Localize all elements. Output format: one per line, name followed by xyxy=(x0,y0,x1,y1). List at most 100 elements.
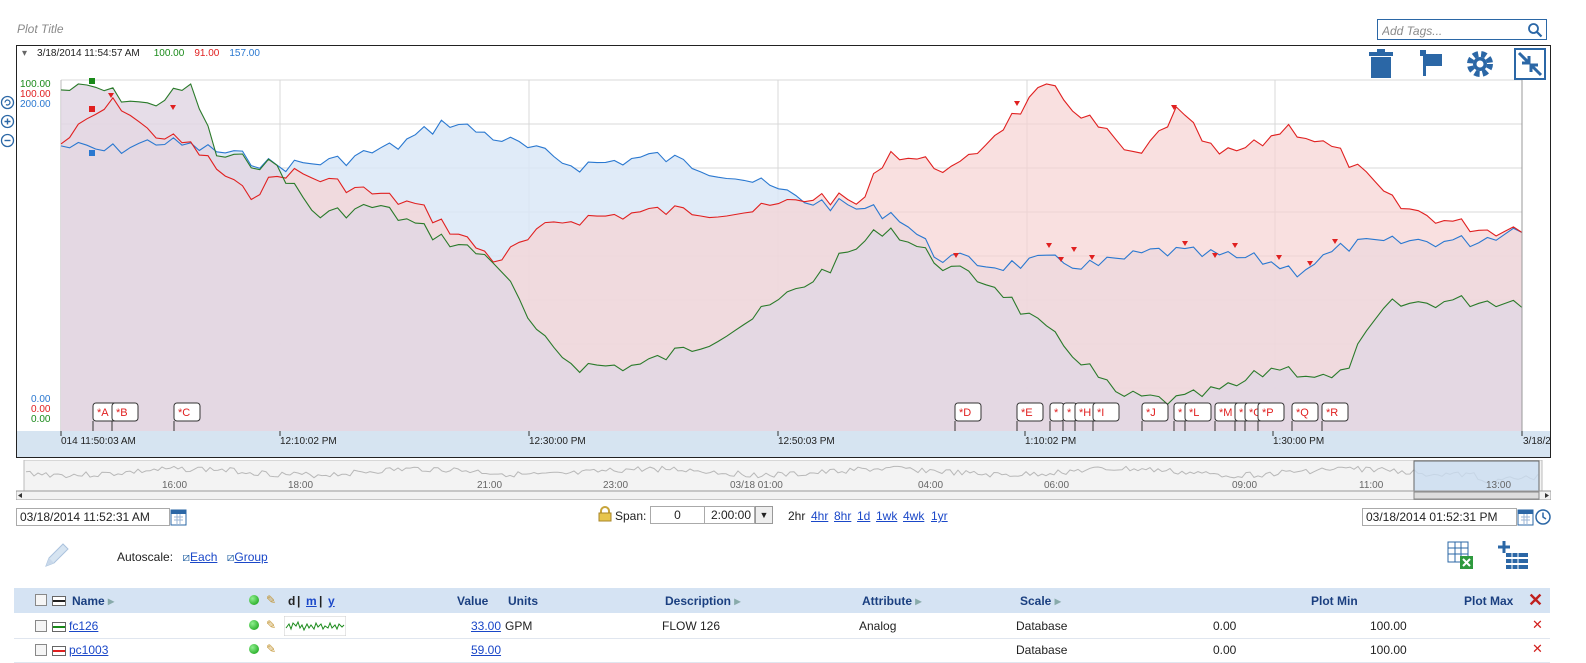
col-name[interactable]: Name ▸ xyxy=(72,594,115,608)
edit-column-icon: ✎ xyxy=(266,593,277,607)
tag-units: GPM xyxy=(505,619,533,633)
col-m[interactable]: m xyxy=(306,594,317,608)
tag-plot-min[interactable]: 0.00 xyxy=(1213,643,1237,657)
autoscale-each-link[interactable]: Each xyxy=(190,550,218,564)
pencil-icon[interactable] xyxy=(40,540,72,572)
span-dropdown-button[interactable]: ▼ xyxy=(755,506,773,524)
annotation-flag[interactable]: *E xyxy=(1016,402,1044,432)
annotation-flag[interactable]: *I xyxy=(1092,402,1120,432)
y-max-label: 200.00 xyxy=(20,99,51,110)
plot-title[interactable]: Plot Title xyxy=(17,22,64,36)
autoscale-each-icon[interactable]: ⧄ xyxy=(182,550,191,564)
svg-text:*: * xyxy=(1239,407,1244,419)
navigator-scrollbar[interactable] xyxy=(15,490,1552,501)
col-units[interactable]: Units xyxy=(508,594,538,608)
navigator-plot[interactable]: 16:00 18:00 21:00 23:00 03/18 01:00 04:00 06:0… xyxy=(15,459,1552,501)
preset-1wk[interactable]: 1wk xyxy=(876,509,898,523)
calendar-icon[interactable] xyxy=(170,508,187,526)
scroll-right-icon[interactable] xyxy=(1545,493,1549,498)
reset-zoom-icon[interactable] xyxy=(0,95,15,110)
annotation-flag[interactable]: *B xyxy=(111,402,139,432)
edit-tag-icon[interactable]: ✎ xyxy=(266,642,277,656)
annotation-flag[interactable]: *P xyxy=(1257,402,1285,432)
preset-8hr[interactable]: 8hr xyxy=(834,509,852,523)
add-tags-input[interactable] xyxy=(1380,21,1524,40)
row-checkbox[interactable] xyxy=(35,644,47,656)
tag-name-link[interactable]: pc1003 xyxy=(69,643,109,657)
annotation-flag[interactable]: *L xyxy=(1184,402,1212,432)
lock-icon[interactable] xyxy=(598,506,612,522)
tag-scale[interactable]: Database xyxy=(1016,643,1068,657)
annotation-flag[interactable]: *Q xyxy=(1291,402,1319,432)
select-all-checkbox[interactable] xyxy=(35,594,47,606)
scroll-left-icon[interactable] xyxy=(18,493,22,498)
add-row-icon[interactable] xyxy=(1498,539,1530,571)
scroll-thumb[interactable] xyxy=(1413,491,1540,500)
autoscale-group-icon[interactable]: ⧄ xyxy=(226,550,235,564)
col-d[interactable]: d xyxy=(288,594,296,608)
event-markers xyxy=(89,78,1338,266)
remove-tag-icon[interactable]: ✕ xyxy=(1532,641,1543,656)
span-days-field[interactable]: 0 xyxy=(650,506,705,524)
time-navigator[interactable]: 16:00 18:00 21:00 23:00 03/18 01:00 04:00 06:0… xyxy=(15,459,1552,501)
add-tags-field[interactable] xyxy=(1377,19,1547,40)
remove-tag-icon[interactable]: ✕ xyxy=(1532,617,1543,632)
annotation-flag[interactable]: *C xyxy=(173,402,201,432)
annotation-flag[interactable]: * xyxy=(1049,402,1065,432)
annotation-flag[interactable]: *R xyxy=(1321,402,1349,432)
status-ok-icon xyxy=(249,620,259,630)
color-column-icon xyxy=(52,596,66,606)
zoom-in-icon[interactable] xyxy=(0,114,15,129)
collapse-icon[interactable] xyxy=(1514,48,1546,80)
annotation-flag[interactable]: *J xyxy=(1141,402,1169,432)
remove-all-icon[interactable]: ✕ xyxy=(1528,590,1544,610)
search-icon[interactable] xyxy=(1527,22,1543,38)
tag-scale[interactable]: Database xyxy=(1016,619,1068,633)
annotation-flag[interactable]: *D xyxy=(954,402,982,432)
series-color-swatch[interactable] xyxy=(52,622,66,632)
export-excel-icon[interactable] xyxy=(1445,539,1477,571)
sparkline xyxy=(284,616,346,636)
annotation-flag[interactable]: * xyxy=(1062,402,1078,432)
preset-1yr[interactable]: 1yr xyxy=(931,509,948,523)
flag-icon[interactable] xyxy=(1418,48,1450,80)
span-time-field[interactable]: 2:00:00 xyxy=(705,506,755,524)
start-date-field[interactable]: 03/18/2014 11:52:31 AM xyxy=(16,508,170,526)
tag-plot-max[interactable]: 100.00 xyxy=(1370,619,1407,633)
calendar-icon[interactable] xyxy=(1517,508,1534,526)
table-row[interactable]: fc126 ✎ 33.00 GPM FLOW 126 Analog Databa… xyxy=(14,614,1550,639)
col-value[interactable]: Value xyxy=(457,594,489,608)
trend-plot-area[interactable]: *A *B *C *D *E * * *H *I *J * *L *M * *O *P *Q *R 014 11:… xyxy=(17,46,1550,457)
autoscale-group-link[interactable]: Group xyxy=(234,550,268,564)
tag-plot-min[interactable]: 0.00 xyxy=(1213,619,1237,633)
gear-icon[interactable] xyxy=(1464,48,1496,80)
preset-4hr[interactable]: 4hr xyxy=(811,509,829,523)
svg-text:21:00: 21:00 xyxy=(477,480,502,491)
col-attribute[interactable]: Attribute ▸ xyxy=(862,594,922,608)
col-y[interactable]: y xyxy=(328,594,335,608)
tag-value[interactable]: 59.00 xyxy=(471,643,502,657)
col-plot-max[interactable]: Plot Max xyxy=(1464,594,1514,608)
edit-tag-icon[interactable]: ✎ xyxy=(266,618,277,632)
trend-chart[interactable]: *A *B *C *D *E * * *H *I *J * *L *M * *O *P *Q *R 014 11:… xyxy=(16,45,1551,458)
col-description[interactable]: Description ▸ xyxy=(665,594,741,608)
annotations[interactable]: *A *B *C *D *E * * *H *I *J * *L *M * *O *P *Q *R xyxy=(92,402,1349,432)
series-color-swatch[interactable] xyxy=(52,646,66,656)
table-row[interactable]: pc1003 ✎ 59.00 Database 0.00 100.00 ✕ xyxy=(14,638,1550,663)
preset-1d[interactable]: 1d xyxy=(857,509,871,523)
svg-text:16:00: 16:00 xyxy=(162,480,187,491)
navigator-selection[interactable] xyxy=(1413,460,1540,492)
trash-icon[interactable] xyxy=(1365,48,1397,80)
end-date-field[interactable]: 03/18/2014 01:52:31 PM xyxy=(1362,508,1517,526)
col-plot-min[interactable]: Plot Min xyxy=(1311,594,1358,608)
tag-value[interactable]: 33.00 xyxy=(471,619,502,633)
tag-name-link[interactable]: fc126 xyxy=(69,619,99,633)
svg-text:1:30:00 PM: 1:30:00 PM xyxy=(1273,436,1324,447)
col-scale[interactable]: Scale ▸ xyxy=(1020,594,1061,608)
preset-4wk[interactable]: 4wk xyxy=(903,509,925,523)
collapse-triangle-icon[interactable]: ▾ xyxy=(22,48,28,59)
zoom-out-icon[interactable] xyxy=(0,133,15,148)
tag-plot-max[interactable]: 100.00 xyxy=(1370,643,1407,657)
row-checkbox[interactable] xyxy=(35,620,47,632)
clock-icon[interactable] xyxy=(1535,509,1551,525)
